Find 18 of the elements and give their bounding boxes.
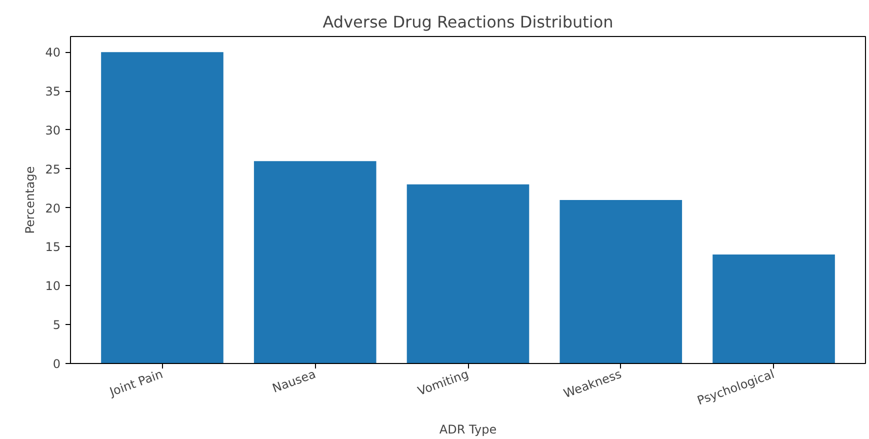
y-tick-label: 0: [52, 357, 61, 371]
bar: [254, 161, 376, 364]
y-tick-label: 30: [45, 123, 61, 138]
bar: [560, 200, 682, 364]
y-tick-label: 25: [45, 162, 61, 176]
bar: [406, 184, 530, 364]
y-tick-label: 40: [45, 46, 61, 60]
y-tick-label: 15: [45, 240, 61, 254]
x-axis-title: ADR Type: [439, 422, 497, 436]
y-tick-label: 20: [45, 201, 61, 216]
bar: [101, 52, 224, 364]
chart-title: Adverse Drug Reactions Distribution: [322, 12, 614, 32]
y-tick-label: 5: [52, 318, 61, 332]
y-tick-label: 35: [45, 84, 61, 98]
y-axis-title: Percentage: [23, 166, 38, 234]
y-tick-label: 10: [45, 279, 61, 294]
x-tick-label: Joint Pain: [106, 366, 165, 400]
bar: [712, 254, 835, 364]
